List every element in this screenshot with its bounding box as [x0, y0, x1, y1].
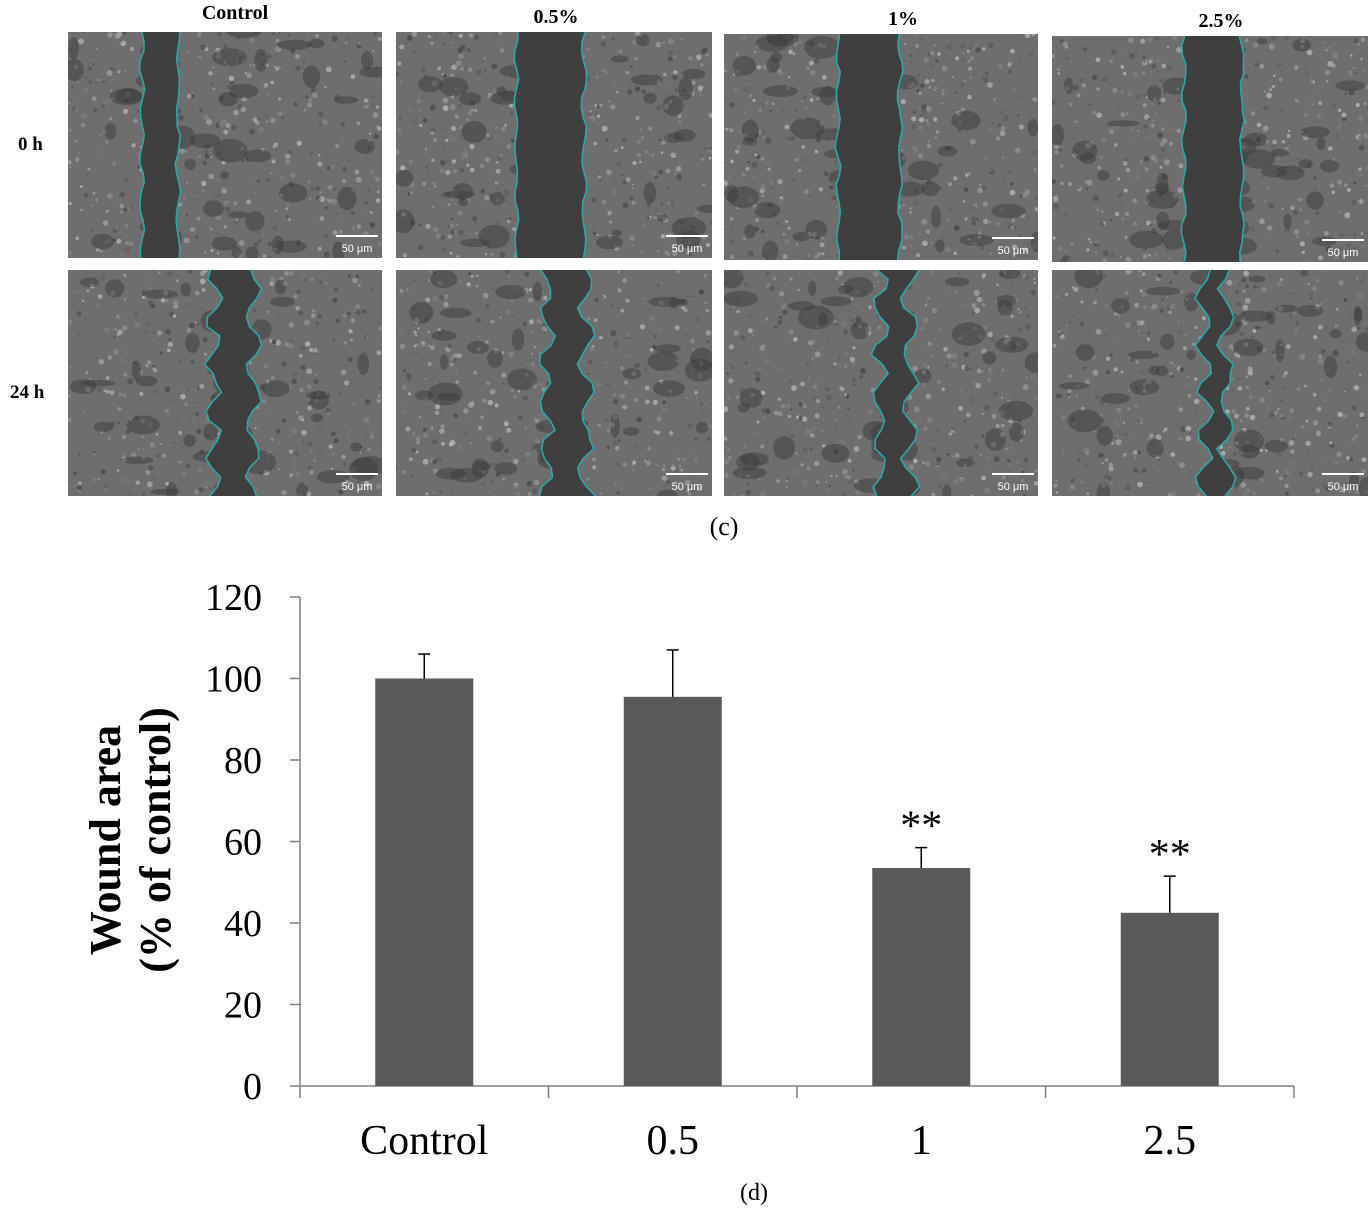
y-axis-label: Wound area(% of control)	[81, 707, 180, 973]
row-label-0h: 0 h	[18, 134, 43, 155]
bar-control	[375, 678, 474, 1086]
scale-bar-label: 50 μm	[998, 245, 1029, 257]
significance-marker: **	[900, 804, 942, 850]
row-label-24h: 24 h	[10, 382, 45, 403]
y-tick-label: 40	[224, 903, 262, 945]
bar-2-5	[1120, 912, 1219, 1086]
micrograph-control-24h: 50 μm	[68, 270, 382, 496]
caption-d: (d)	[740, 1180, 768, 1206]
micrograph-1-percent-0h: 50 μm	[724, 34, 1038, 260]
scale-bar-label: 50 μm	[1328, 247, 1359, 259]
column-label-2-5-percent: 2.5%	[1198, 10, 1244, 32]
micrograph-0-5-percent-0h: 50 μm	[396, 32, 712, 258]
column-label-0-5-percent: 0.5%	[533, 6, 579, 28]
micrograph-0-5-percent-24h: 50 μm	[396, 270, 712, 496]
scale-bar-label: 50 μm	[342, 243, 373, 255]
bar-0-5	[623, 696, 722, 1086]
scale-bar-label: 50 μm	[672, 481, 703, 493]
column-label-control: Control	[201, 2, 269, 24]
bar-1	[872, 867, 971, 1086]
x-tick-label: 1	[911, 1118, 932, 1164]
scale-bar-label: 50 μm	[342, 481, 373, 493]
scale-bar-label: 50 μm	[672, 243, 703, 255]
x-tick-label: 0.5	[647, 1118, 700, 1164]
x-tick-label: Control	[360, 1118, 488, 1164]
y-tick-label: 60	[224, 822, 262, 864]
y-tick-label: 20	[224, 985, 262, 1027]
y-tick-label: 100	[205, 659, 262, 701]
scale-bar-label: 50 μm	[1328, 481, 1359, 493]
micrograph-control-0h: 50 μm	[68, 32, 382, 258]
y-tick-label: 0	[243, 1066, 262, 1108]
y-tick-label: 80	[224, 740, 262, 782]
significance-marker: **	[1149, 832, 1191, 878]
column-label-1-percent: 1%	[888, 8, 918, 30]
y-tick-label: 120	[205, 577, 262, 619]
scale-bar-label: 50 μm	[998, 481, 1029, 493]
micrograph-2-5-percent-24h: 50 μm	[1052, 270, 1368, 496]
micrograph-1-percent-24h: 50 μm	[724, 270, 1038, 496]
caption-c: (c)	[709, 512, 739, 541]
x-tick-label: 2.5	[1144, 1118, 1197, 1164]
wound-area-bar-chart: 0 20 40 60 80 100 120 Control 0.5 ** 1 ** 2.5 Wound a…	[81, 577, 1295, 1164]
micrograph-2-5-percent-0h: 50 μm	[1052, 36, 1368, 262]
